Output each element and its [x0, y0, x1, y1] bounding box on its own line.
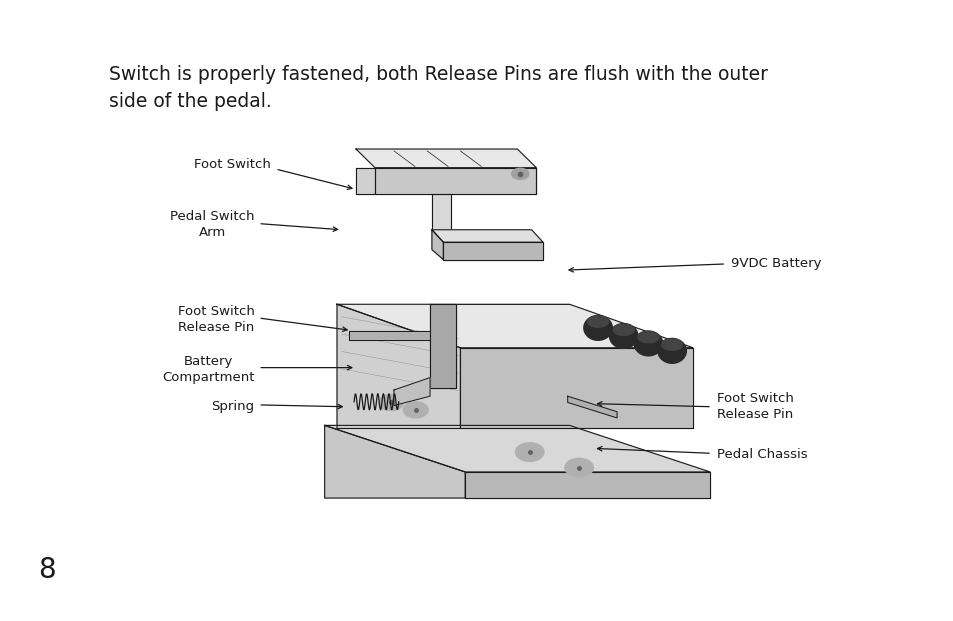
Text: Spring: Spring: [211, 401, 254, 413]
Polygon shape: [336, 304, 460, 428]
Ellipse shape: [638, 332, 659, 343]
Text: 8: 8: [38, 556, 55, 584]
Ellipse shape: [661, 339, 681, 350]
Polygon shape: [460, 348, 692, 428]
Text: Switch is properly fastened, both Release Pins are flush with the outer
side of : Switch is properly fastened, both Releas…: [109, 65, 767, 111]
Polygon shape: [349, 331, 430, 340]
Text: Foot Switch: Foot Switch: [193, 158, 271, 171]
Polygon shape: [443, 242, 542, 260]
Text: Foot Switch
Release Pin: Foot Switch Release Pin: [716, 392, 793, 421]
Polygon shape: [432, 194, 451, 239]
Polygon shape: [394, 378, 430, 406]
Circle shape: [515, 443, 543, 461]
Ellipse shape: [587, 316, 608, 327]
Ellipse shape: [609, 324, 638, 348]
Polygon shape: [324, 425, 709, 472]
Ellipse shape: [658, 338, 685, 363]
Ellipse shape: [583, 315, 612, 340]
Ellipse shape: [634, 331, 662, 356]
Text: 9VDC Battery: 9VDC Battery: [730, 258, 821, 270]
Text: Battery
Compartment: Battery Compartment: [162, 355, 254, 384]
Circle shape: [564, 458, 593, 477]
Circle shape: [378, 394, 403, 410]
Polygon shape: [567, 396, 617, 418]
Polygon shape: [432, 230, 542, 242]
Polygon shape: [355, 149, 536, 168]
Circle shape: [511, 168, 528, 179]
Polygon shape: [375, 168, 536, 194]
Polygon shape: [355, 168, 375, 194]
Polygon shape: [432, 230, 443, 260]
Polygon shape: [465, 472, 709, 498]
Ellipse shape: [613, 324, 634, 335]
Polygon shape: [430, 304, 456, 388]
Text: Foot Switch
Release Pin: Foot Switch Release Pin: [177, 306, 254, 334]
Text: Pedal Switch
Arm: Pedal Switch Arm: [170, 211, 254, 239]
Circle shape: [403, 402, 428, 418]
Polygon shape: [336, 304, 692, 348]
Text: Pedal Chassis: Pedal Chassis: [716, 448, 806, 461]
Polygon shape: [324, 425, 465, 498]
